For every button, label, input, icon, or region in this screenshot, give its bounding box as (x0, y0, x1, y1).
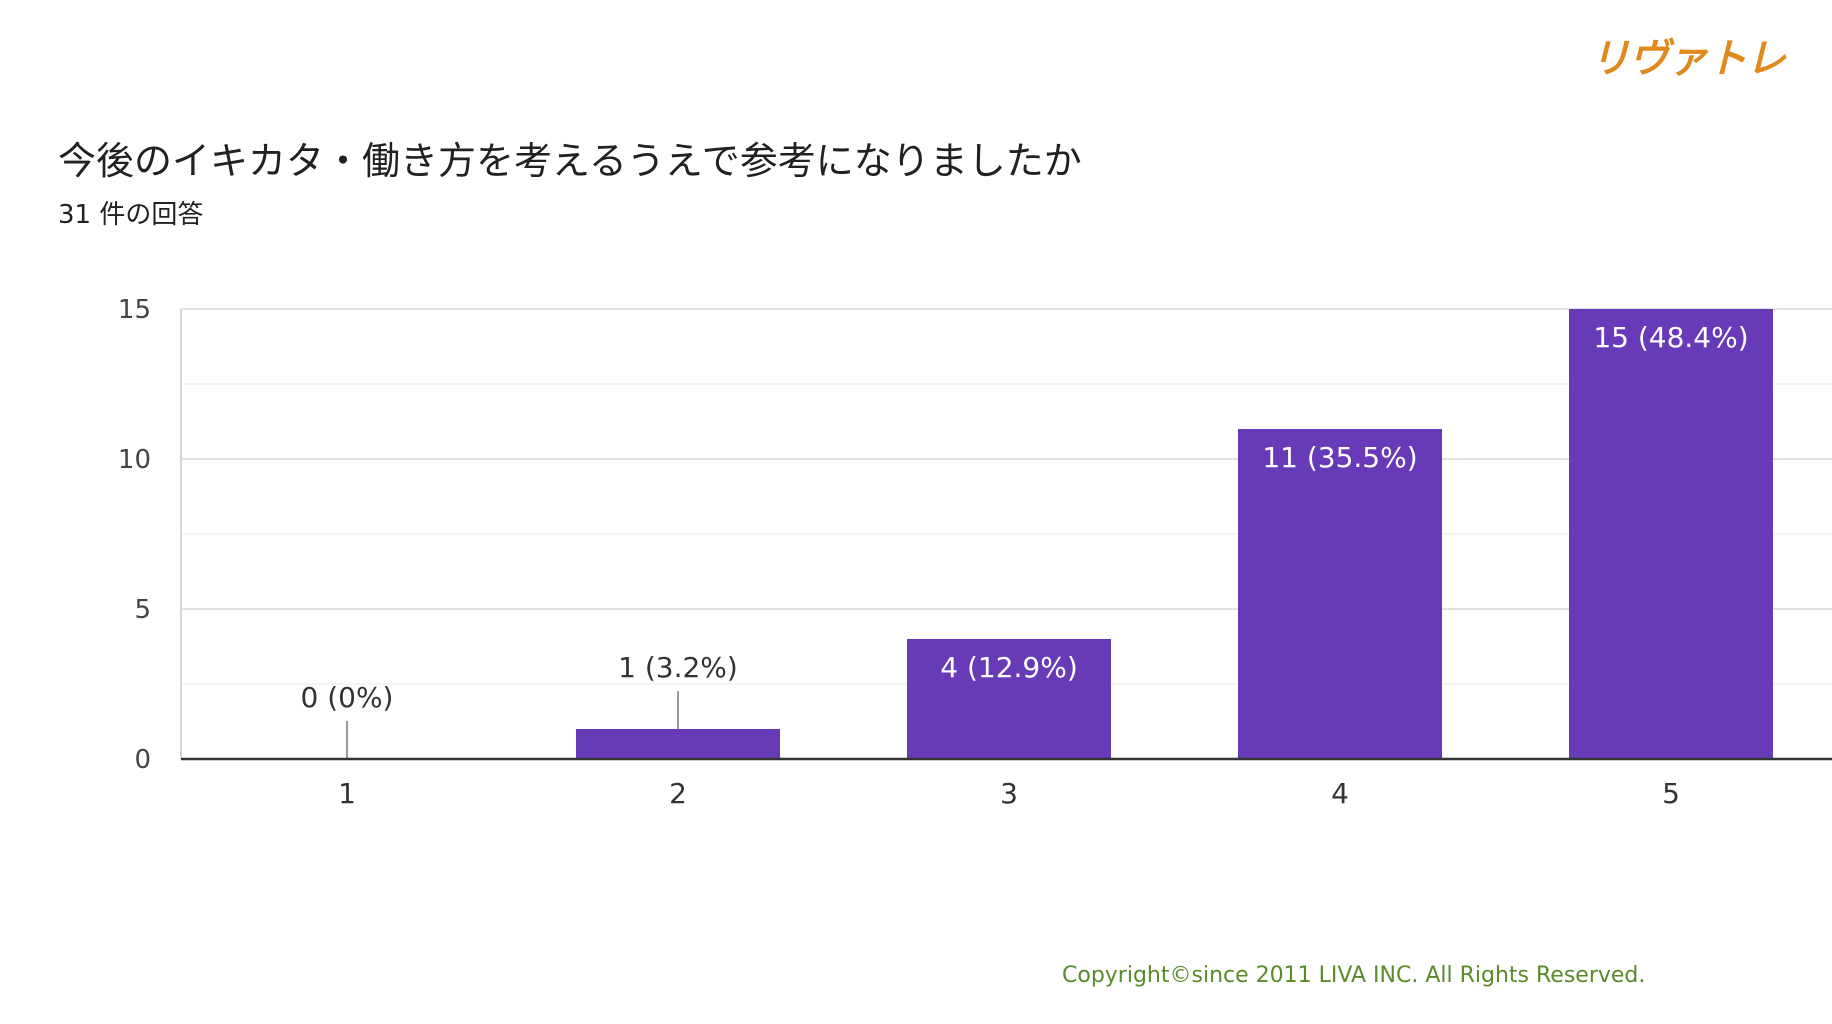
x-tick-label: 2 (669, 777, 687, 810)
data-label-3: 4 (12.9%) (940, 651, 1078, 684)
data-label-4: 11 (35.5%) (1262, 441, 1417, 474)
y-tick-label: 15 (118, 295, 151, 325)
data-label-5: 15 (48.4%) (1593, 321, 1748, 354)
bar-2 (576, 729, 780, 759)
data-label-1: 0 (0%) (301, 681, 394, 714)
brand-logo: リヴァトレ (1590, 36, 1786, 82)
y-tick-label: 0 (134, 745, 151, 775)
y-tick-label: 10 (118, 445, 151, 475)
bar-3 (907, 639, 1111, 759)
chart-title: 今後のイキカタ・働き方を考えるうえで参考になりましたか (58, 139, 1082, 183)
response-count: 31 件の回答 (58, 200, 204, 230)
data-label-2: 1 (3.2%) (618, 651, 738, 684)
x-tick-label: 5 (1662, 777, 1680, 810)
x-tick-label: 1 (338, 777, 356, 810)
y-tick-label: 5 (134, 595, 151, 625)
bar-4 (1238, 429, 1442, 759)
x-tick-label: 4 (1331, 777, 1349, 810)
x-tick-label: 3 (1000, 777, 1018, 810)
bar-5 (1569, 309, 1773, 759)
copyright-text: Copyright©since 2011 LIVA INC. All Right… (1062, 963, 1646, 988)
